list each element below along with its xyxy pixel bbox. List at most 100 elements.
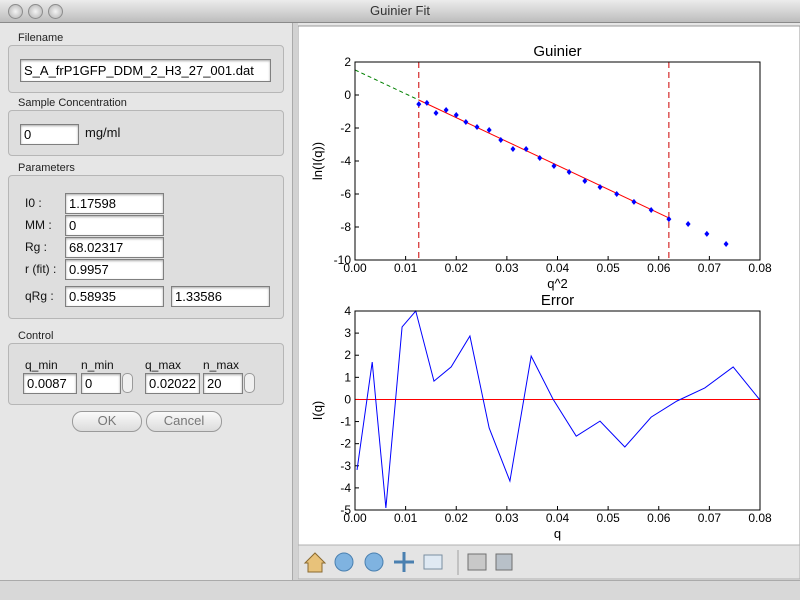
parameter-label: MM :	[25, 218, 52, 232]
y-tick-label: 4	[344, 304, 351, 318]
error-line	[356, 309, 761, 509]
x-tick-label: 0.05	[596, 261, 620, 275]
status-bar	[0, 580, 800, 600]
parameter-value[interactable]: 0.58935	[65, 286, 164, 307]
close-button[interactable]	[8, 4, 23, 19]
home-button[interactable]	[303, 552, 327, 573]
y-tick-label: -4	[340, 154, 351, 168]
minimize-button[interactable]	[28, 4, 43, 19]
group-label: Control	[18, 330, 54, 342]
control-input[interactable]: 20	[203, 373, 243, 394]
y-tick-label: -8	[340, 220, 351, 234]
x-axis-label: q^2	[547, 276, 568, 291]
filename-input[interactable]: S_A_frP1GFP_DDM_2_H3_27_001.dat	[20, 59, 271, 82]
y-tick-label: -1	[340, 415, 351, 429]
parameter-label: qRg :	[25, 289, 54, 303]
data-point	[704, 230, 710, 237]
control-label: q_max	[145, 358, 182, 372]
data-point	[433, 109, 439, 116]
back-button[interactable]	[334, 552, 354, 572]
data-point	[685, 221, 691, 228]
group-label: Parameters	[18, 162, 75, 174]
plot-frame	[354, 61, 761, 261]
x-tick-label: 0.07	[698, 261, 722, 275]
x-tick-label: 0.04	[546, 511, 570, 525]
forward-button[interactable]	[364, 552, 384, 572]
y-tick-label: 0	[344, 88, 351, 102]
data-point	[666, 216, 672, 223]
cancel-button[interactable]: Cancel	[146, 411, 222, 432]
data-point	[416, 101, 422, 108]
ok-button[interactable]: OK	[72, 411, 142, 432]
data-point	[723, 240, 729, 247]
configure-button[interactable]	[423, 554, 443, 570]
concentration-input[interactable]: 0	[20, 124, 79, 145]
x-tick-label: 0.03	[495, 261, 519, 275]
data-point	[551, 162, 557, 169]
data-point	[453, 111, 459, 118]
data-point	[486, 126, 492, 133]
parameter-value[interactable]: 0.9957	[65, 259, 164, 280]
y-tick-label: -5	[340, 503, 351, 517]
control-label: n_min	[81, 358, 114, 372]
save-button[interactable]	[495, 553, 513, 571]
fit-extrapolation	[354, 69, 420, 101]
group-label: Filename	[18, 32, 64, 44]
x-tick-label: 0.02	[445, 261, 469, 275]
parameter-label: I0 :	[25, 196, 42, 210]
data-point	[614, 191, 620, 197]
x-tick-label: 0.08	[748, 261, 772, 275]
parameter-value[interactable]: 0	[65, 215, 164, 236]
toolbar-icons	[303, 550, 513, 575]
group-label: Sample Concentration	[18, 97, 127, 109]
subplots-button[interactable]	[467, 553, 487, 571]
data-point	[537, 155, 543, 162]
x-tick-label: 0.07	[698, 511, 722, 525]
x-tick-label: 0.08	[748, 511, 772, 525]
data-point	[424, 99, 430, 106]
y-tick-label: -10	[334, 253, 352, 267]
fit-line	[418, 99, 670, 219]
y-tick-label: 0	[344, 392, 351, 406]
data-point	[631, 198, 637, 205]
parameter-value[interactable]: 1.33586	[171, 286, 270, 307]
splitter[interactable]	[292, 23, 298, 580]
plot-frame	[354, 310, 761, 511]
unit-label: mg/ml	[85, 125, 121, 140]
y-tick-label: -2	[340, 121, 351, 135]
data-point	[582, 177, 588, 184]
parameter-value[interactable]: 1.17598	[65, 193, 164, 214]
data-point	[498, 137, 504, 144]
y-tick-label: 3	[344, 326, 351, 340]
control-input[interactable]: 0.0087	[23, 373, 77, 394]
x-tick-label: 0.06	[647, 511, 671, 525]
parameter-label: r (fit) :	[25, 262, 57, 276]
x-axis-label: q	[554, 526, 561, 541]
data-point	[443, 107, 449, 114]
data-point	[510, 145, 516, 152]
title-bar: Guinier Fit	[0, 0, 800, 23]
x-tick-label: 0.05	[596, 511, 620, 525]
spinner[interactable]	[122, 373, 133, 393]
x-tick-label: 0.04	[546, 261, 570, 275]
control-input[interactable]: 0.02022	[145, 373, 200, 394]
x-tick-label: 0.06	[647, 261, 671, 275]
control-label: n_max	[203, 358, 240, 372]
x-tick-label: 0.00	[343, 511, 367, 525]
control-label: q_min	[25, 358, 58, 372]
y-tick-label: -4	[340, 481, 351, 495]
data-point	[474, 124, 480, 131]
window-title: Guinier Fit	[370, 3, 430, 18]
chart-title: Error	[541, 292, 574, 309]
data-point	[648, 207, 654, 214]
zoom-button[interactable]	[48, 4, 63, 19]
y-tick-label: 2	[344, 55, 351, 69]
spinner[interactable]	[244, 373, 255, 393]
data-point	[463, 119, 469, 126]
control-input[interactable]: 0	[81, 373, 121, 394]
parameter-value[interactable]: 68.02317	[65, 237, 164, 258]
x-tick-label: 0.03	[495, 511, 519, 525]
pan-button[interactable]	[394, 552, 414, 572]
